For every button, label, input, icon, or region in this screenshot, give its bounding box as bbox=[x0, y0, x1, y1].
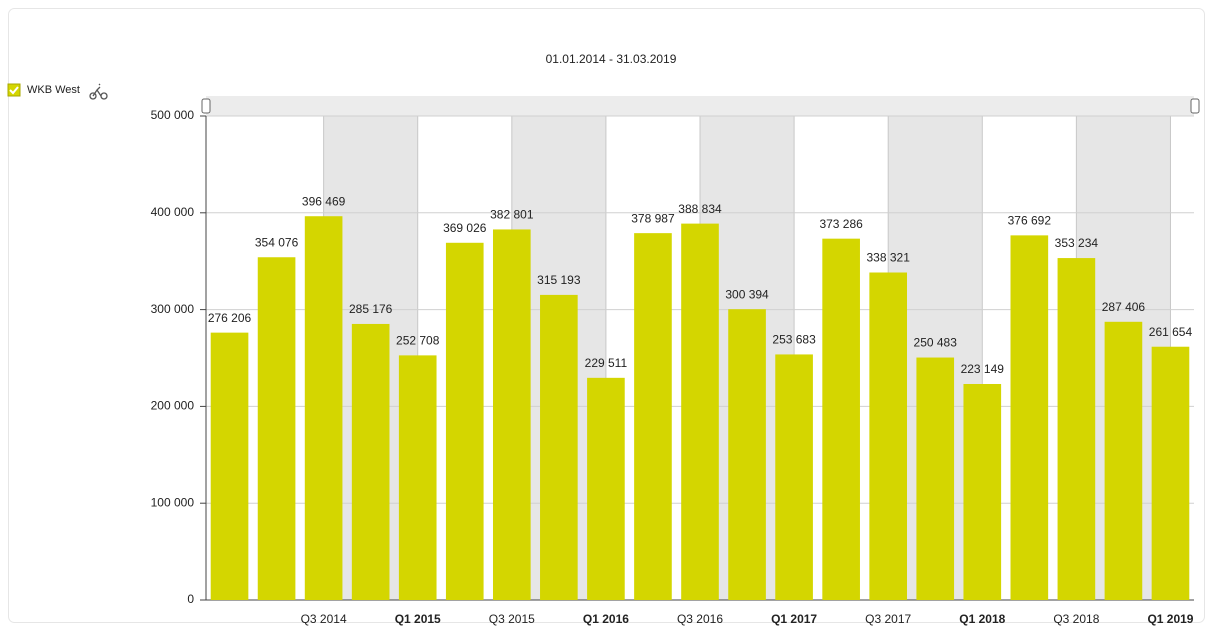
legend-checkbox[interactable] bbox=[7, 83, 21, 97]
bar bbox=[1151, 346, 1190, 600]
value-label: 376 692 bbox=[1008, 214, 1052, 228]
bar bbox=[1057, 258, 1096, 600]
scroll-handle[interactable] bbox=[1190, 98, 1200, 114]
value-label: 369 026 bbox=[443, 221, 487, 235]
value-label: 382 801 bbox=[490, 208, 534, 222]
legend-label[interactable]: WKB West bbox=[27, 84, 80, 96]
scrollbar[interactable] bbox=[206, 96, 1194, 116]
x-tick-label: Q1 2018 bbox=[959, 612, 1005, 626]
value-label: 338 321 bbox=[866, 251, 910, 265]
x-tick-label: Q1 2017 bbox=[771, 612, 817, 626]
value-label: 300 394 bbox=[725, 287, 769, 301]
bar bbox=[822, 238, 860, 600]
bar bbox=[634, 233, 672, 601]
bar bbox=[304, 216, 343, 600]
bar bbox=[916, 357, 955, 600]
scroll-handle[interactable] bbox=[201, 98, 211, 114]
bar bbox=[963, 383, 1002, 600]
bar bbox=[869, 272, 908, 600]
x-tick-label: Q1 2019 bbox=[1147, 612, 1193, 626]
value-label: 253 683 bbox=[772, 333, 816, 347]
x-tick-label: Q3 2014 bbox=[301, 612, 347, 626]
value-label: 353 234 bbox=[1055, 236, 1099, 250]
value-label: 276 206 bbox=[208, 311, 252, 325]
bar bbox=[775, 354, 813, 600]
value-label: 388 834 bbox=[678, 202, 722, 216]
x-tick-label: Q1 2015 bbox=[395, 612, 441, 626]
y-tick-label: 400 000 bbox=[151, 205, 195, 219]
value-label: 373 286 bbox=[819, 217, 863, 231]
bar bbox=[492, 229, 531, 600]
y-tick-label: 0 bbox=[187, 592, 194, 606]
value-label: 285 176 bbox=[349, 302, 393, 316]
bar bbox=[728, 309, 766, 600]
value-label: 252 708 bbox=[396, 334, 440, 348]
value-label: 229 511 bbox=[585, 356, 628, 370]
bar bbox=[351, 323, 390, 600]
bar bbox=[445, 242, 484, 600]
x-tick-label: Q3 2015 bbox=[489, 612, 535, 626]
x-tick-label: Q3 2016 bbox=[677, 612, 723, 626]
value-label: 354 076 bbox=[255, 235, 299, 249]
bar bbox=[587, 377, 625, 600]
value-label: 250 483 bbox=[914, 336, 958, 350]
bar bbox=[1010, 235, 1049, 601]
bar bbox=[210, 332, 249, 600]
bar bbox=[257, 257, 296, 600]
value-label: 261 654 bbox=[1149, 325, 1193, 339]
value-label: 315 193 bbox=[537, 273, 581, 287]
bar bbox=[681, 223, 719, 600]
value-label: 396 469 bbox=[302, 194, 346, 208]
value-label: 378 987 bbox=[631, 211, 675, 225]
bar bbox=[1104, 321, 1143, 600]
y-tick-label: 200 000 bbox=[151, 399, 195, 413]
value-label: 223 149 bbox=[961, 362, 1005, 376]
y-tick-label: 100 000 bbox=[151, 495, 195, 509]
checkmark bbox=[9, 86, 19, 95]
bar bbox=[398, 355, 437, 600]
bar bbox=[540, 294, 578, 600]
legend-item[interactable]: WKB West bbox=[7, 83, 108, 100]
y-tick-label: 500 000 bbox=[151, 108, 195, 122]
y-tick-label: 300 000 bbox=[151, 302, 195, 316]
value-label: 287 406 bbox=[1102, 300, 1146, 314]
x-tick-label: Q3 2017 bbox=[865, 612, 911, 626]
x-tick-label: Q1 2016 bbox=[583, 612, 629, 626]
x-tick-label: Q3 2018 bbox=[1053, 612, 1099, 626]
chart-title: 01.01.2014 - 31.03.2019 bbox=[546, 52, 677, 66]
cyclist-icon bbox=[89, 83, 108, 100]
